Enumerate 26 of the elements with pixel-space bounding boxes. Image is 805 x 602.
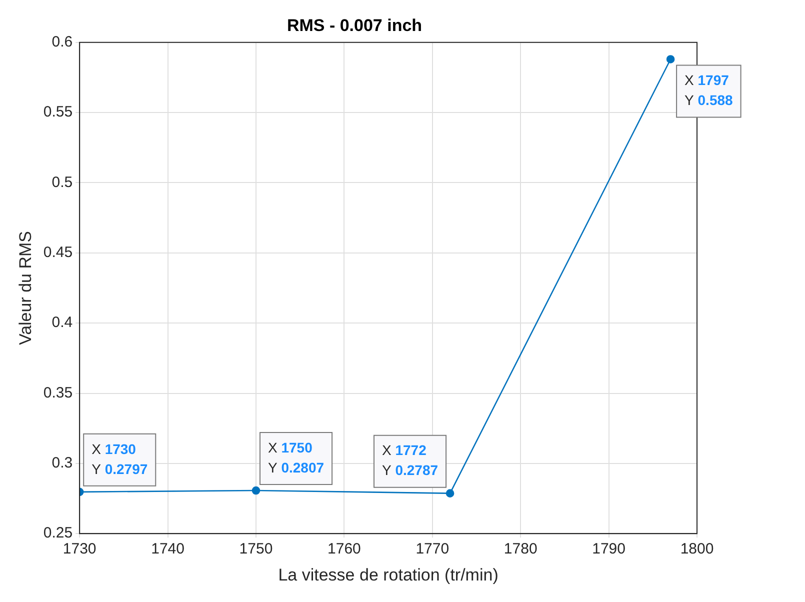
x-tick-label: 1740 xyxy=(151,540,184,558)
x-tick-label: 1730 xyxy=(62,540,96,558)
y-tick-label: 0.25 xyxy=(43,524,73,542)
y-tick-label: 0.45 xyxy=(43,244,73,262)
point xyxy=(666,55,675,64)
x-tick-label: 1760 xyxy=(328,540,361,558)
y-tick-label: 0.4 xyxy=(52,314,73,332)
chart-title: RMS - 0.007 inch xyxy=(286,16,422,35)
x-tick-label: 1790 xyxy=(592,540,626,558)
point xyxy=(252,486,260,495)
x-tick-label: 1750 xyxy=(239,540,273,558)
y-axis-title: Valeur du RMS xyxy=(16,230,35,346)
y-tick-label: 0.5 xyxy=(52,174,73,191)
x-tick-label: 1780 xyxy=(504,540,538,558)
annotation: X 1772 Y 0.2787 xyxy=(382,442,438,478)
y-tick-label: 0.55 xyxy=(43,104,73,121)
point xyxy=(446,489,454,498)
y-tick-label: 0.35 xyxy=(43,384,73,402)
x-axis-title: La vitesse de rotation (tr/min) xyxy=(278,565,498,584)
annotation: X 1797 Y 0.588 xyxy=(684,72,734,108)
annotation: X 1730 Y 0.2797 xyxy=(92,440,148,477)
y-tick-label: 0.3 xyxy=(52,454,73,472)
x-tick-label: 1770 xyxy=(416,540,450,558)
annotation: X 1750 Y 0.2807 xyxy=(268,439,324,476)
y-tick-label: 0.6 xyxy=(52,34,73,51)
x-tick-label: 1800 xyxy=(680,540,714,558)
